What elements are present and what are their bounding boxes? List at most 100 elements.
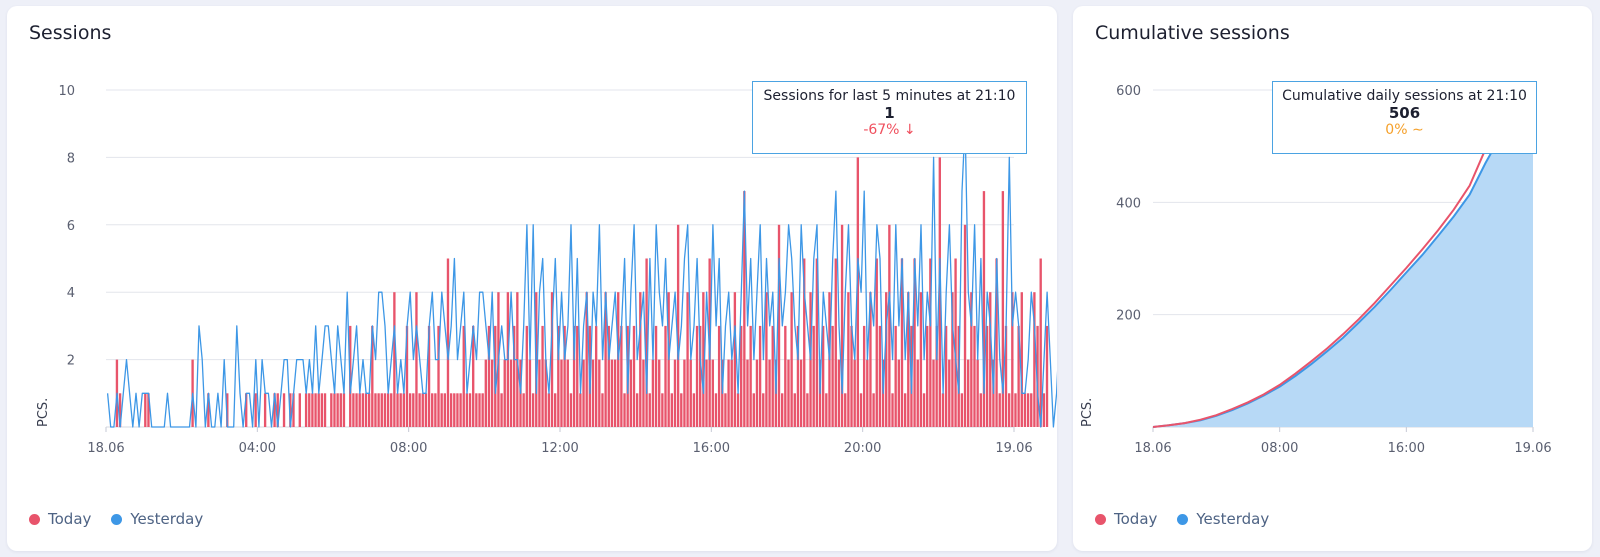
bar-today <box>680 393 683 427</box>
line-today <box>1152 142 1490 428</box>
bar-today <box>1001 191 1005 427</box>
x-tick-label: 16:00 <box>1388 441 1425 456</box>
bar-today <box>903 393 907 427</box>
bar-today <box>276 393 279 427</box>
bar-today <box>954 258 957 427</box>
bar-today <box>780 393 784 427</box>
legend-item-yesterday[interactable]: Yesterday <box>1177 510 1269 528</box>
bar-today <box>226 393 229 427</box>
bar-today <box>604 292 607 427</box>
bar-today <box>478 393 481 427</box>
legend-item-yesterday[interactable]: Yesterday <box>111 510 203 528</box>
x-tick-label: 16:00 <box>693 441 730 456</box>
bar-today <box>1017 325 1020 427</box>
bar-today <box>374 393 377 427</box>
bar-today <box>825 393 828 427</box>
bar-today <box>601 393 604 427</box>
bar-today <box>689 359 692 427</box>
bar-today <box>333 393 336 427</box>
bar-today <box>147 393 150 427</box>
bar-today <box>386 393 390 427</box>
bar-today <box>598 359 601 427</box>
bar-today <box>724 393 727 427</box>
bar-today <box>1033 292 1036 427</box>
bar-today <box>591 359 595 427</box>
bar-today <box>758 325 762 427</box>
bar-today <box>752 393 755 427</box>
bar-today <box>576 325 579 427</box>
bar-today <box>755 359 759 427</box>
bar-today <box>692 393 696 427</box>
bar-today <box>415 292 418 427</box>
cumulative-tooltip: Cumulative daily sessions at 21:10 506 0… <box>1272 81 1537 154</box>
sessions-chart[interactable]: 2 4 6 8 10 PCS. 18.06 04:00 08:00 12:00 16:00 20:00… <box>7 6 1057 506</box>
bar-today <box>803 258 806 427</box>
bar-today <box>922 393 926 427</box>
bar-today <box>525 325 528 427</box>
bar-today <box>982 191 986 427</box>
bar-today <box>308 393 311 427</box>
bar-today <box>963 224 967 427</box>
bar-today <box>503 359 506 427</box>
sessions-legend: Today Yesterday <box>29 510 203 528</box>
bar-today <box>437 325 440 427</box>
y-tick-label: 4 <box>67 286 75 301</box>
bar-today <box>806 393 809 427</box>
legend-item-today[interactable]: Today <box>1095 510 1157 528</box>
bar-today <box>919 292 923 427</box>
bar-today <box>862 325 866 427</box>
bar-today <box>847 292 850 427</box>
bar-today <box>245 393 248 427</box>
bar-today <box>1023 393 1027 427</box>
bar-today <box>888 224 891 427</box>
bar-today <box>935 325 938 427</box>
bar-today <box>648 393 651 427</box>
bar-today <box>472 325 475 427</box>
sessions-tooltip: Sessions for last 5 minutes at 21:10 1 -… <box>752 81 1027 154</box>
legend-label: Yesterday <box>1196 510 1270 528</box>
bar-today <box>900 258 904 427</box>
bar-today <box>699 325 702 427</box>
bar-today <box>339 393 342 427</box>
bar-today <box>528 359 532 427</box>
bar-today <box>377 393 380 427</box>
bar-today <box>490 359 494 427</box>
bar-today <box>872 393 875 427</box>
bar-today <box>979 393 982 427</box>
bar-today <box>856 157 860 427</box>
bar-today <box>421 393 424 427</box>
bar-today <box>289 393 292 427</box>
bar-today <box>547 393 551 427</box>
bar-today <box>207 393 210 427</box>
bar-today <box>566 359 569 427</box>
bar-today <box>784 325 787 427</box>
x-tick-label: 19.06 <box>1514 441 1551 456</box>
y-tick-label: 600 <box>1116 84 1141 99</box>
bar-today <box>967 359 970 427</box>
bar-today <box>821 325 825 427</box>
bar-today <box>513 325 516 427</box>
tooltip-change: -67% ↓ <box>863 122 916 138</box>
bar-today <box>509 359 513 427</box>
bar-today <box>623 393 626 427</box>
legend-item-today[interactable]: Today <box>29 510 91 528</box>
bar-today <box>475 393 478 427</box>
bar-today <box>787 359 790 427</box>
bar-today <box>670 393 673 427</box>
bar-today <box>323 393 327 427</box>
x-tick-label: 20:00 <box>844 441 881 456</box>
bar-today <box>642 359 645 427</box>
bar-today <box>702 292 705 427</box>
bar-today <box>664 325 667 427</box>
tooltip-change: 0% ∼ <box>1385 122 1424 138</box>
y-tick-label: 2 <box>67 354 75 369</box>
bar-today <box>837 359 841 427</box>
bar-today <box>1004 325 1008 427</box>
bar-today <box>144 393 147 427</box>
bar-today <box>531 393 535 427</box>
legend-dot <box>29 513 40 525</box>
legend-label: Today <box>48 510 92 528</box>
bar-today <box>897 359 900 427</box>
bar-today <box>850 325 853 427</box>
bar-today <box>355 393 358 427</box>
